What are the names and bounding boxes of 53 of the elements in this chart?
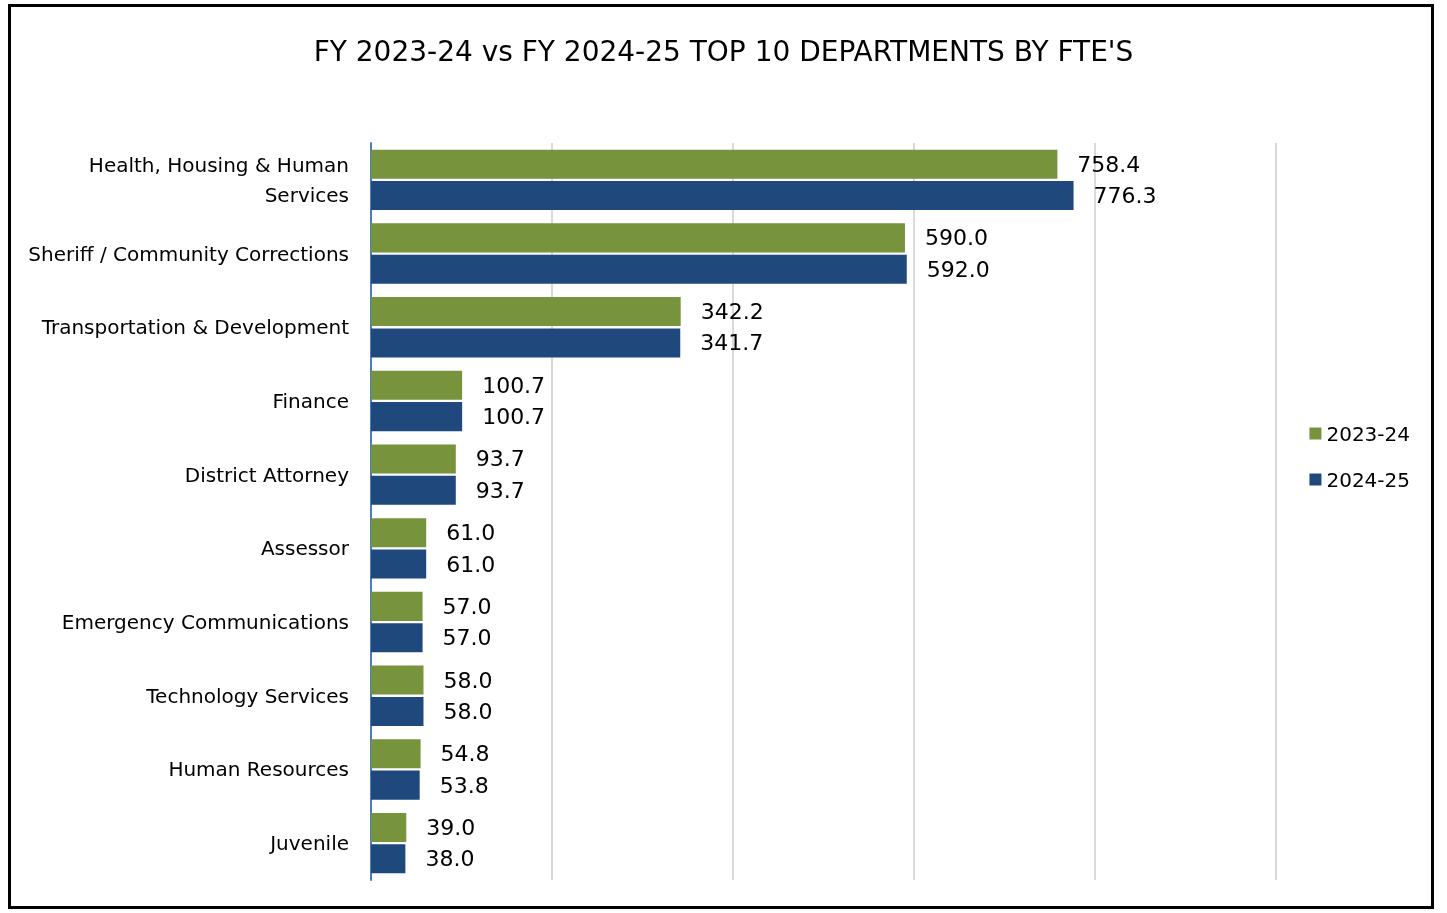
bar: [371, 297, 681, 327]
y-tick-label: Emergency Communications: [61, 610, 349, 635]
bar: [371, 328, 681, 358]
y-tick-label: Human Resources: [168, 757, 349, 782]
bar: [371, 223, 905, 253]
bar: [371, 844, 406, 874]
y-tick-label: Assessor: [260, 536, 350, 561]
bar: [371, 770, 420, 800]
data-label: 93.7: [475, 446, 525, 472]
data-label: 54.8: [440, 741, 490, 767]
y-tick-label: Juvenile: [268, 831, 349, 856]
data-label: 58.0: [443, 667, 493, 693]
legend-label: 2024-25: [1326, 467, 1411, 492]
bar: [371, 518, 427, 548]
data-label: 61.0: [446, 520, 496, 546]
y-tick-label: Health, Housing & Human Services: [88, 152, 349, 207]
data-label: 590.0: [924, 225, 988, 251]
bar: [371, 444, 456, 474]
data-label: 58.0: [443, 698, 493, 724]
bar: [371, 475, 456, 505]
bar: [371, 549, 427, 579]
data-label: 53.8: [439, 772, 489, 798]
bar: [371, 402, 463, 432]
legend-label: 2023-24: [1326, 421, 1411, 446]
bar: [371, 181, 1074, 211]
y-tick-label: Transportation & Development: [40, 315, 350, 340]
y-tick-label: District Attorney: [184, 462, 350, 487]
data-label: 38.0: [425, 846, 475, 872]
data-label: 93.7: [475, 477, 525, 503]
bar: [371, 623, 423, 653]
data-label: 341.7: [700, 330, 764, 356]
bar: [371, 591, 423, 621]
data-label: 100.7: [482, 372, 546, 398]
data-label: 57.0: [442, 593, 492, 619]
bar: [371, 370, 463, 400]
data-label: 592.0: [926, 256, 990, 282]
bar: [371, 696, 424, 726]
bar: [371, 665, 424, 695]
bar: [371, 254, 907, 284]
bar: [371, 149, 1058, 179]
data-label: 57.0: [442, 625, 492, 651]
data-label: 61.0: [446, 551, 496, 577]
data-label: 342.2: [700, 299, 764, 325]
data-label: 758.4: [1077, 151, 1141, 177]
bar: [371, 739, 421, 769]
data-label: 776.3: [1093, 183, 1157, 209]
data-label: 100.7: [482, 404, 546, 430]
y-tick-label: Finance: [272, 388, 349, 413]
bar: [371, 812, 407, 842]
y-tick-label: Sheriff / Community Corrections: [28, 241, 349, 266]
y-tick-label: Technology Services: [145, 683, 349, 708]
chart-title: FY 2023-24 vs FY 2024-25 TOP 10 DEPARTMENTS BY FTE'S: [313, 34, 1134, 68]
data-label: 39.0: [426, 814, 476, 840]
